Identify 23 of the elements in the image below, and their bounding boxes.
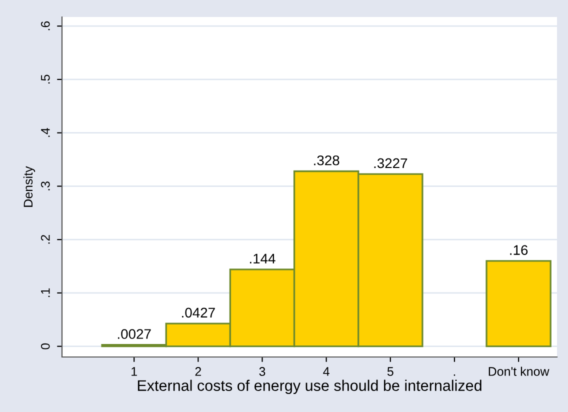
y-axis-title: Density	[23, 166, 36, 207]
y-tick-label: .1	[41, 288, 50, 298]
x-tick-label: 5	[387, 367, 394, 376]
y-tick-label: 0	[40, 343, 50, 350]
x-tick-label: .	[454, 374, 456, 376]
x-tick-label: 3	[259, 367, 266, 376]
y-tick-label: .4	[41, 128, 50, 137]
y-tick-label: .5	[41, 74, 50, 84]
y-tick-label: .2	[40, 234, 50, 244]
y-tick-label: .3	[40, 182, 50, 190]
bar	[486, 260, 552, 348]
data-label: .0427	[182, 308, 215, 318]
data-label: .16	[510, 245, 528, 255]
x-tick-label: Don't know	[488, 366, 550, 376]
y-tick-label: .6	[40, 21, 50, 30]
data-label: .0027	[118, 329, 151, 339]
data-label: .144	[250, 254, 276, 264]
x-tick-label: 2	[195, 367, 202, 376]
data-label: .3227	[374, 158, 408, 168]
x-tick-label: 4	[323, 367, 330, 376]
data-label: .328	[314, 155, 340, 166]
x-axis-title: External costs of energy use should be internalized	[138, 380, 482, 394]
x-tick-label: 1	[132, 367, 137, 376]
